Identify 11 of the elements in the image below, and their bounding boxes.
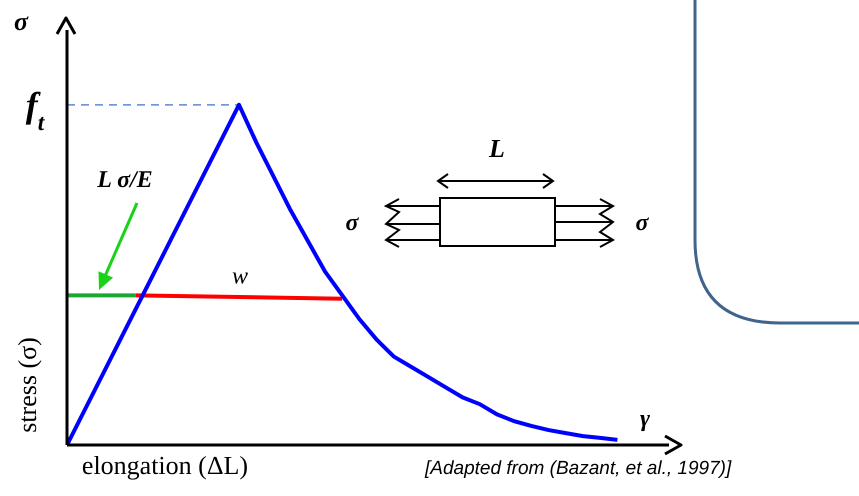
x-axis-title: elongation (ΔL): [82, 451, 248, 480]
annotation: w: [232, 263, 248, 290]
y-axis-title: stress (σ): [12, 337, 42, 433]
annotation: γ: [640, 406, 650, 432]
annotation: L: [488, 134, 505, 163]
text: f$_{t}$: [26, 85, 46, 136]
text: [Adapted from (Bazant, et al., 1997)]: [424, 458, 732, 479]
annotation: σ: [636, 210, 650, 236]
text: σ: [14, 7, 29, 36]
annotation: σ: [346, 210, 360, 236]
annotation: L σ/E: [96, 167, 153, 193]
